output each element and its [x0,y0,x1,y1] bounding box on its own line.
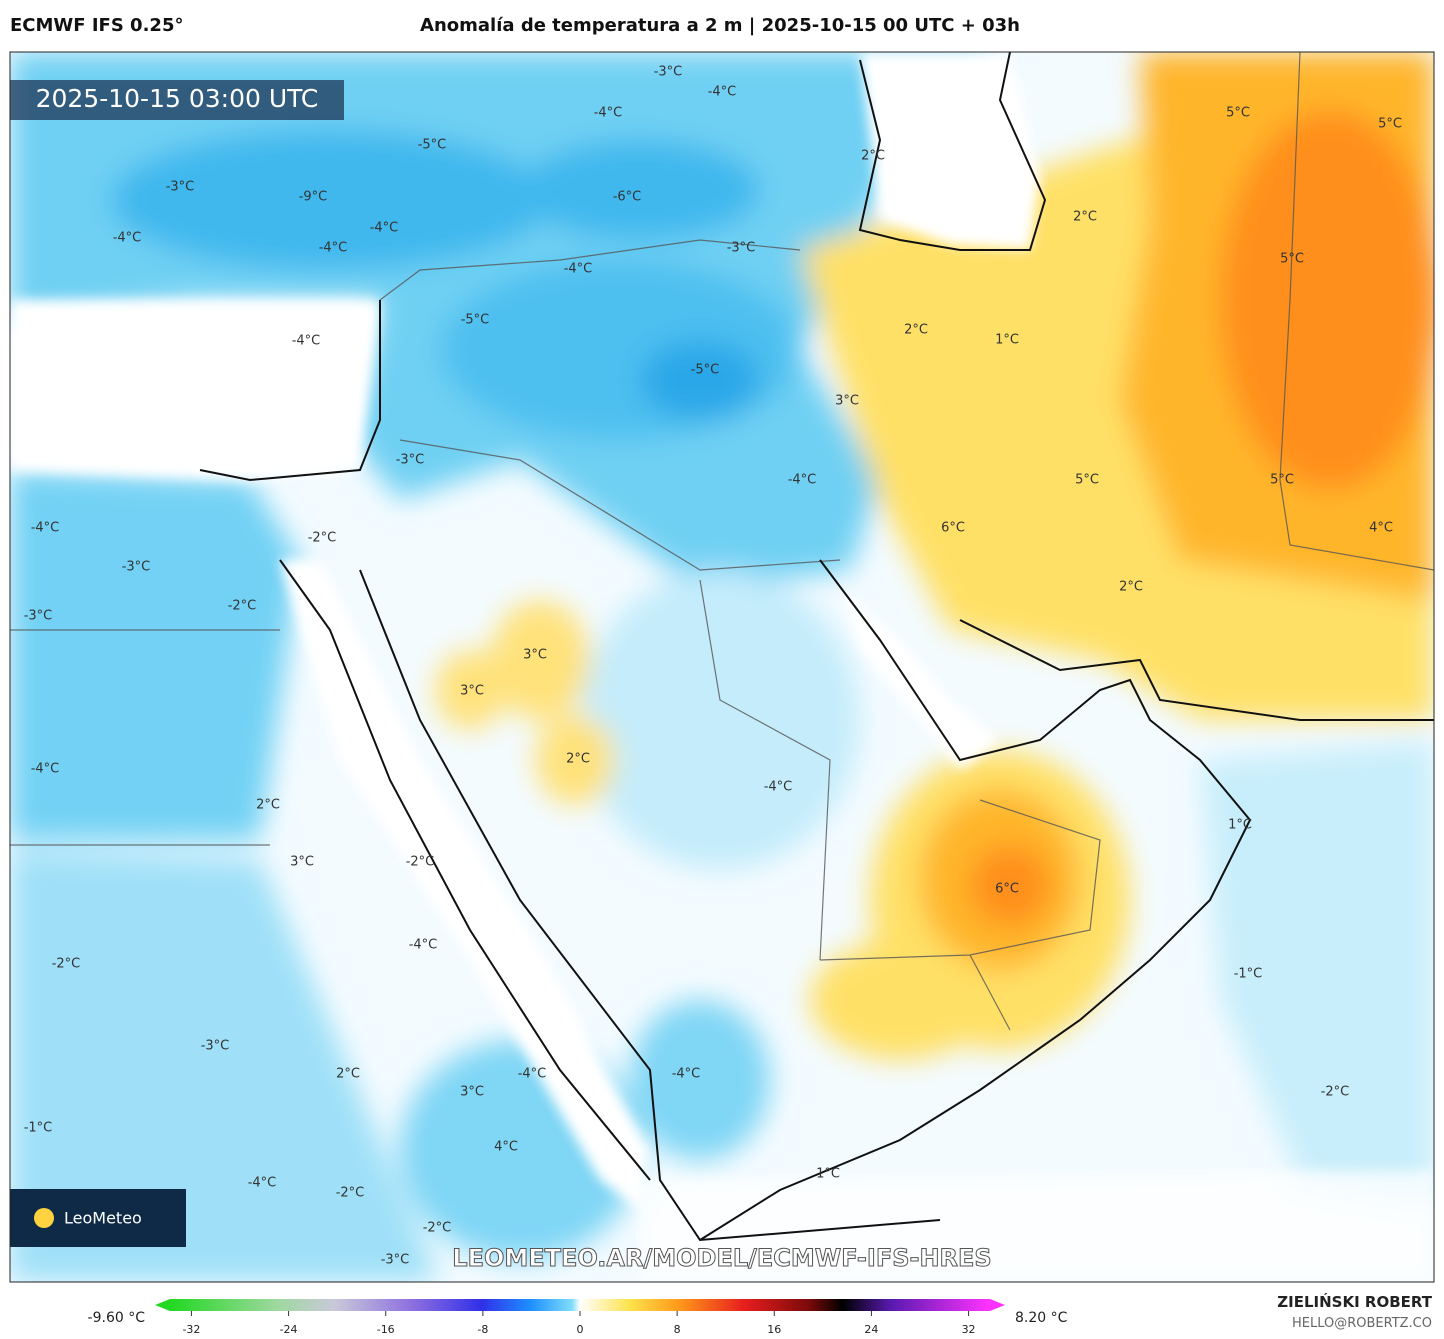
contour-label: 3°C [460,684,484,699]
contour-label: -4°C [518,1067,547,1082]
colorbar-tick-label: 8 [674,1323,681,1336]
contour-label: -4°C [113,231,142,246]
colorbar-min: -9.60 °C [88,1310,146,1326]
contour-label: 2°C [336,1067,360,1082]
contour-label: -2°C [228,599,257,614]
contour-label: -2°C [423,1221,452,1236]
contour-label: -3°C [24,609,53,624]
contour-label: -4°C [564,262,593,277]
colorbar-tick-label: -32 [182,1323,200,1336]
contour-label: -4°C [409,938,438,953]
timestamp-box [10,80,344,120]
contour-label: 4°C [1369,521,1393,536]
contour-label: 3°C [523,648,547,663]
contour-label: 1°C [816,1167,840,1182]
contour-label: -3°C [654,65,683,80]
contour-label: -4°C [708,85,737,100]
contour-label: 2°C [566,752,590,767]
contour-label: -3°C [381,1253,410,1268]
logo-sun [34,1208,54,1228]
contour-label: -1°C [24,1121,53,1136]
contour-label: -3°C [201,1039,230,1054]
map-frame [9,51,1435,1283]
colorbar-tick-label: 24 [864,1323,878,1336]
contour-label: 5°C [1075,473,1099,488]
colorbar-tick-label: 16 [767,1323,781,1336]
contour-label: -5°C [418,138,447,153]
contour-label: 4°C [494,1140,518,1155]
contour-label: -4°C [292,334,321,349]
colorbar-end [990,1299,1005,1311]
contour-label: -1°C [1234,967,1263,982]
contour-label: 1°C [1228,818,1252,833]
colorbar-tick-label: -16 [377,1323,395,1336]
contour-label: 2°C [904,323,928,338]
contour-label: 2°C [1119,580,1143,595]
contour-label: -3°C [396,453,425,468]
contour-label: 3°C [290,855,314,870]
colorbar-end [155,1299,170,1311]
contour-label: 6°C [995,882,1019,897]
contour-label: 5°C [1280,252,1304,267]
colorbar-tick-label: 0 [577,1323,584,1336]
contour-label: -4°C [672,1067,701,1082]
colorbar-gradient [170,1299,990,1311]
colorbar-tick-label: 32 [962,1323,976,1336]
contour-label: -4°C [319,241,348,256]
logo: LeoMeteo [64,1209,142,1228]
contour-label: -4°C [370,221,399,236]
timestamp: 2025-10-15 03:00 UTC [36,84,319,113]
email: HELLO@ROBERTZ.CO [1292,1316,1432,1331]
contour-label: 1°C [995,333,1019,348]
contour-label: 3°C [460,1085,484,1100]
map: -3°C -4°C -4°C -5°C 2°C 5°C 5°C -3°C -9°C -6°C -4°… [10,52,1434,1282]
map-title: Anomalía de temperatura a 2 m | 2025-10-… [420,15,1020,36]
contour-label: 5°C [1270,473,1294,488]
contour-label: -9°C [299,190,328,205]
author: ZIELIŃSKI ROBERT [1277,1292,1432,1311]
contour-label: 3°C [835,394,859,409]
contour-label: 5°C [1226,106,1250,121]
contour-label: 2°C [256,798,280,813]
contour-label: 2°C [861,149,885,164]
contour-label: -3°C [727,241,756,256]
contour-label: -4°C [31,521,60,536]
contour-label: -5°C [461,313,490,328]
colorbar-tick-label: -8 [477,1323,488,1336]
contour-label: -2°C [336,1186,365,1201]
contour-label: -2°C [1321,1085,1350,1100]
contour-label: -2°C [308,531,337,546]
contour-label: -3°C [122,560,151,575]
contour-label: 6°C [941,521,965,536]
contour-label: -4°C [31,762,60,777]
colorbar-tick-label: -24 [280,1323,298,1336]
colorbar: -32 -24 -16 -8 0 8 16 24 32 [155,1299,1005,1336]
contour-label: -4°C [594,106,623,121]
contour-label: 2°C [1073,210,1097,225]
model-name: ECMWF IFS 0.25° [10,15,183,36]
contour-label: -6°C [613,190,642,205]
contour-label: 5°C [1378,117,1402,132]
contour-label: -3°C [166,180,195,195]
contour-label: -2°C [406,855,435,870]
watermark: LEOMETEO.AR/MODEL/ECMWF-IFS-HRES [452,1244,991,1272]
contour-label: -4°C [788,473,817,488]
map-labels: -3°C -4°C -4°C -5°C 2°C 5°C 5°C -3°C -9°C -6°C -4°… [24,65,1402,1268]
contour-label: -4°C [764,780,793,795]
contour-label: -5°C [691,363,720,378]
colorbar-max: 8.20 °C [1015,1310,1068,1326]
contour-label: -4°C [248,1176,277,1191]
contour-label: -2°C [52,957,81,972]
